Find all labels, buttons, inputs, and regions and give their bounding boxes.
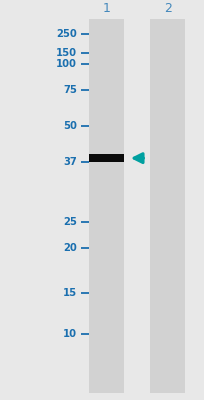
Text: 1: 1 xyxy=(102,2,110,15)
Text: 250: 250 xyxy=(56,30,77,40)
Text: 15: 15 xyxy=(63,288,77,298)
Text: 10: 10 xyxy=(63,329,77,339)
Text: 75: 75 xyxy=(63,85,77,95)
Text: 37: 37 xyxy=(63,157,77,167)
Bar xyxy=(89,19,123,394)
Bar xyxy=(89,154,123,162)
Bar xyxy=(150,19,184,394)
Text: 50: 50 xyxy=(63,121,77,131)
Text: 20: 20 xyxy=(63,243,77,253)
Text: 25: 25 xyxy=(63,217,77,227)
Text: 2: 2 xyxy=(163,2,171,15)
Text: 150: 150 xyxy=(56,48,77,58)
Text: 100: 100 xyxy=(56,60,77,70)
